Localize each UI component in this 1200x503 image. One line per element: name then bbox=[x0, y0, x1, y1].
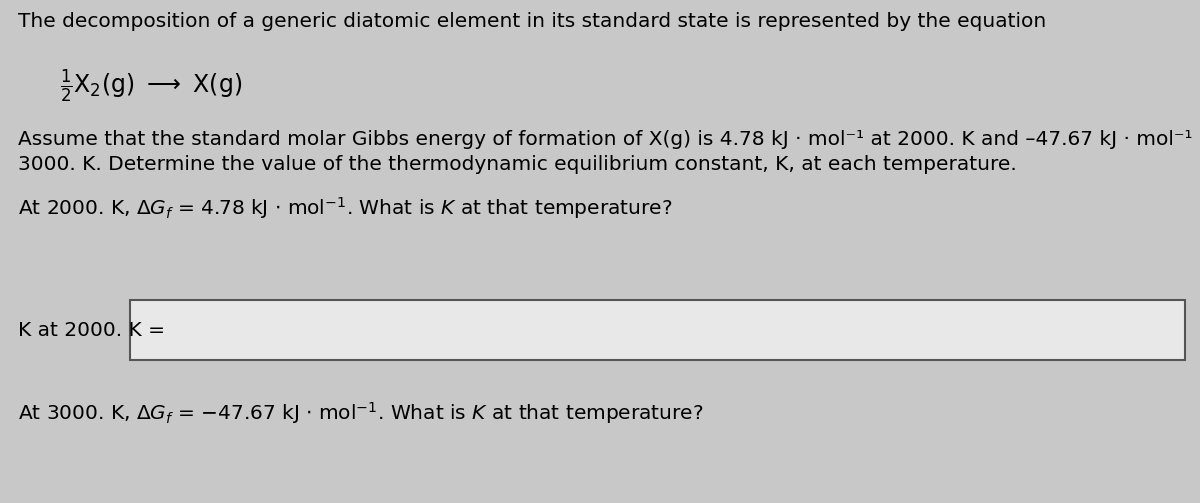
Text: Assume that the standard molar Gibbs energy of formation of X(g) is 4.78 kJ · mo: Assume that the standard molar Gibbs ene… bbox=[18, 130, 1200, 149]
Text: K at 2000. K =: K at 2000. K = bbox=[18, 320, 166, 340]
Text: At 2000. K, $\Delta G_f$ = 4.78 kJ $\cdot$ mol$^{-1}$. What is $K$ at that tempe: At 2000. K, $\Delta G_f$ = 4.78 kJ $\cdo… bbox=[18, 195, 672, 221]
Text: At 3000. K, $\Delta G_f$ = $-$47.67 kJ $\cdot$ mol$^{-1}$. What is $K$ at that t: At 3000. K, $\Delta G_f$ = $-$47.67 kJ $… bbox=[18, 400, 703, 426]
Text: The decomposition of a generic diatomic element in its standard state is represe: The decomposition of a generic diatomic … bbox=[18, 12, 1046, 31]
Text: 3000. K. Determine the value of the thermodynamic equilibrium constant, K, at ea: 3000. K. Determine the value of the ther… bbox=[18, 155, 1016, 174]
Bar bbox=[130, 300, 1186, 360]
Text: $\frac{1}{2}$X$_2$(g) $\longrightarrow$ X(g): $\frac{1}{2}$X$_2$(g) $\longrightarrow$ … bbox=[60, 68, 242, 105]
